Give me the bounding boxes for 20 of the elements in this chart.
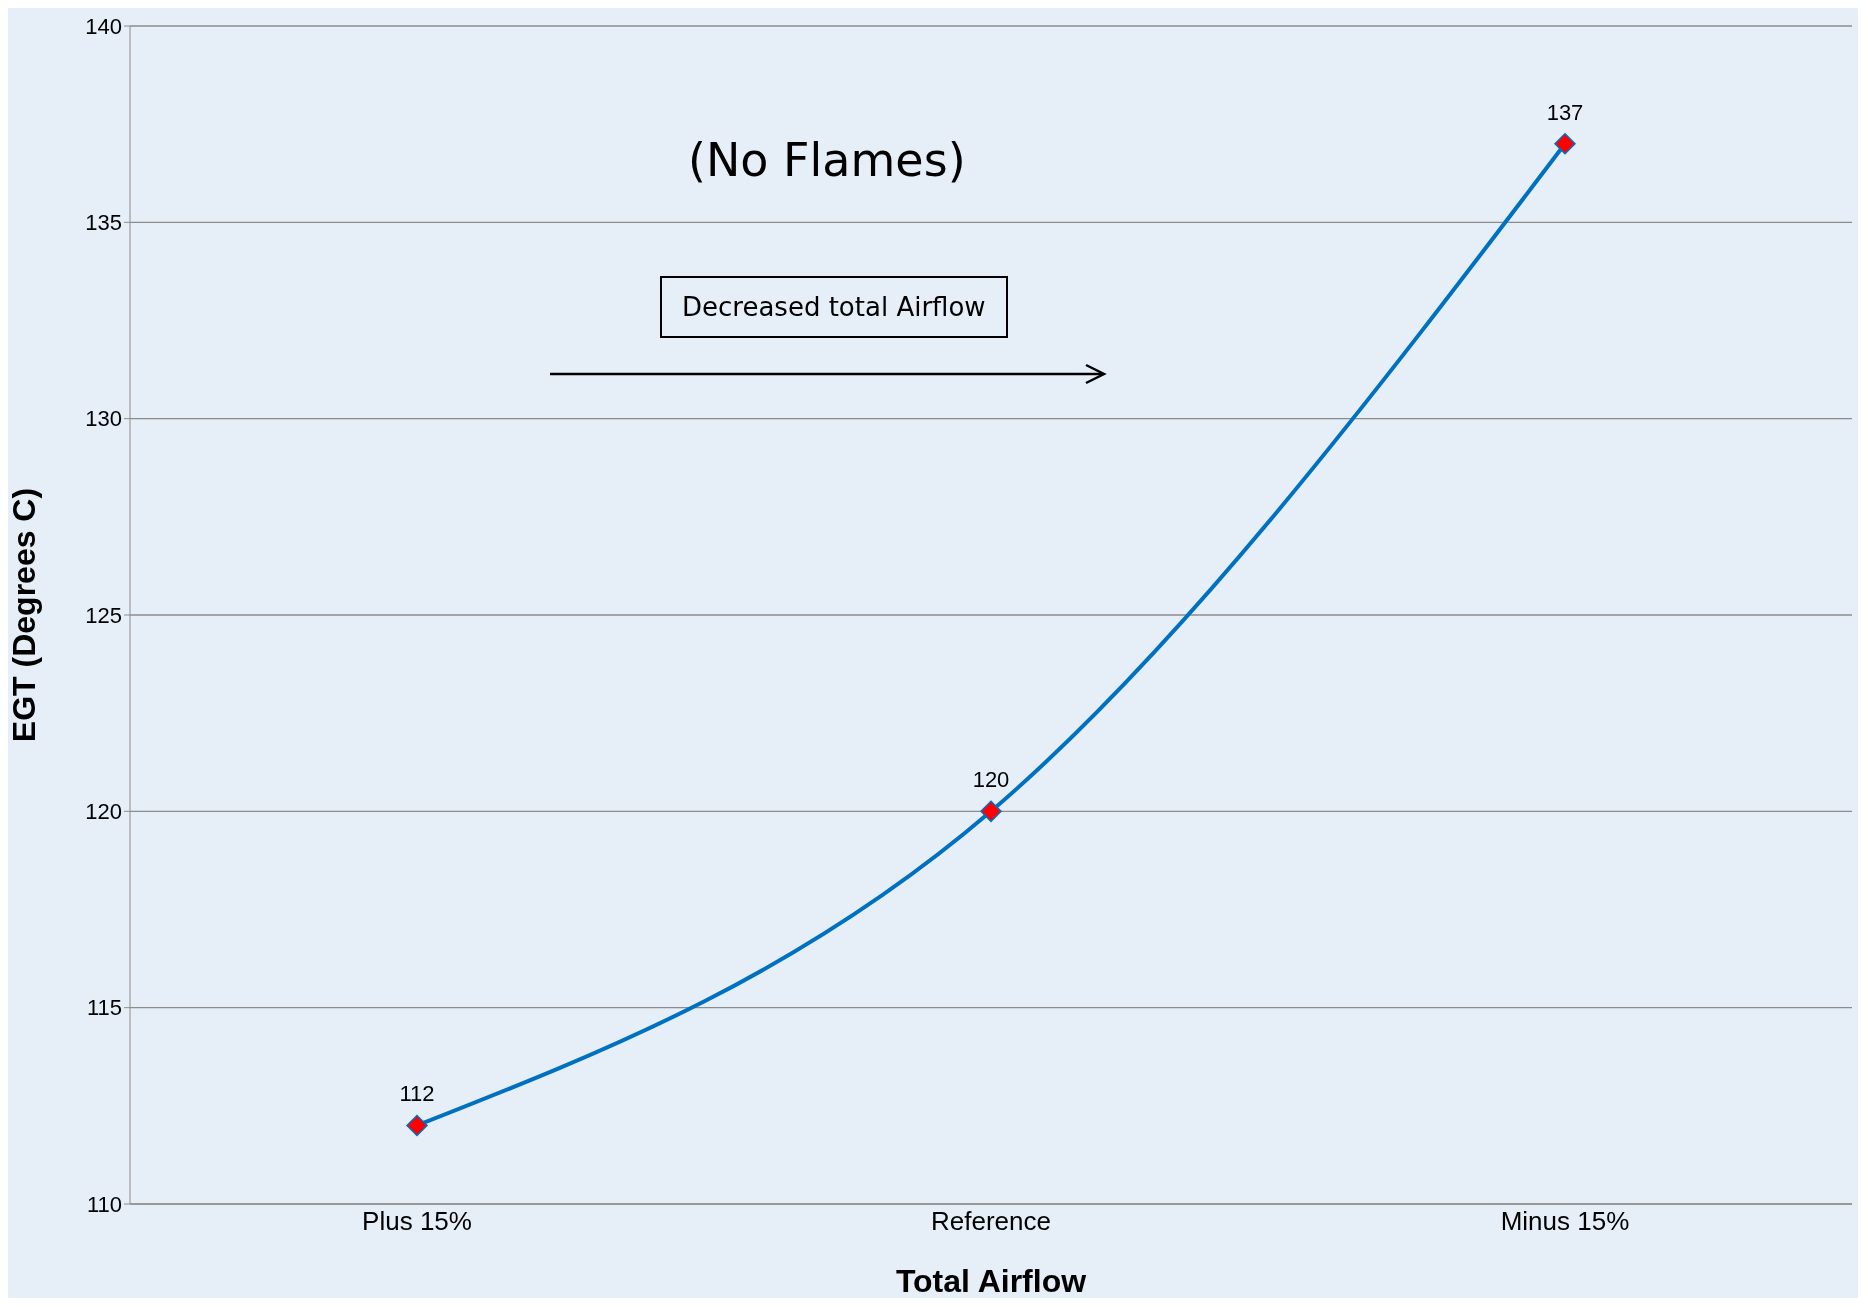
x-axis-title: Total Airflow [895, 1263, 1087, 1299]
y-tick-label: 120 [85, 799, 122, 825]
point [1554, 133, 1576, 155]
y-tick-label: 140 [85, 13, 122, 39]
point [980, 800, 1002, 823]
annotation: (No Flames) [688, 133, 966, 187]
y-tick-label: 110 [86, 1191, 122, 1217]
annotation: Decreased total Airflow [660, 276, 1008, 338]
y-axis-title: EGT (Degrees C) [6, 487, 43, 743]
x-tick-label: Plus 15% [362, 1206, 472, 1237]
y-tick-label: 125 [85, 602, 122, 628]
y-tick-label: 115 [86, 995, 122, 1021]
data-label: 112 [399, 1081, 435, 1107]
point [406, 1114, 428, 1137]
y-tick-label: 130 [85, 406, 122, 432]
data-label: 137 [1546, 99, 1584, 125]
x-tick-label: Minus 15% [1500, 1206, 1630, 1237]
x-tick-label: Reference [931, 1206, 1051, 1237]
data-label: 120 [972, 767, 1010, 793]
y-tick-label: 135 [85, 210, 122, 236]
